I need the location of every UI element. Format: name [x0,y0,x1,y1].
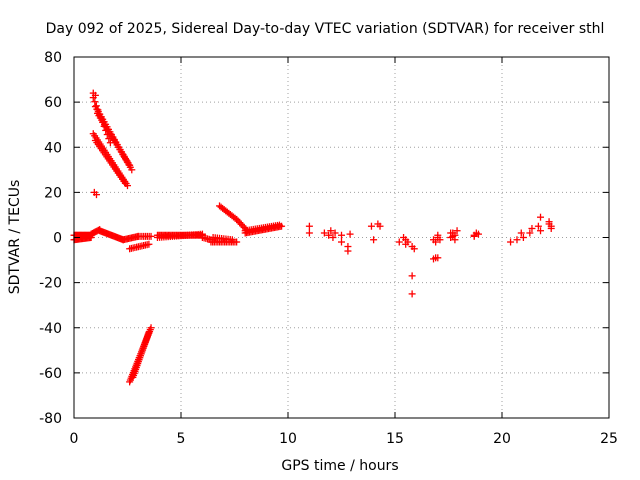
y-tick-label: -40 [39,321,62,337]
data-point [147,324,155,332]
data-point [474,230,482,238]
data-point [534,222,542,230]
y-tick-label: 60 [44,95,62,111]
data-point [233,238,241,246]
data-point [395,238,403,246]
data-point [526,229,534,237]
data-point [434,231,442,239]
x-tick-label: 20 [493,431,511,447]
data-point [92,191,100,199]
data-point [449,232,457,240]
x-tick-label: 10 [279,431,297,447]
axis-ticks [73,56,610,419]
data-point [410,245,418,253]
y-tick-label: -20 [39,276,62,292]
data-point [145,328,153,336]
data-point [402,240,410,248]
x-tick-label: 15 [386,431,404,447]
data-point [370,236,378,244]
data-point [305,222,313,230]
data-point [121,179,129,187]
data-point [513,236,521,244]
data-point [331,229,339,237]
data-point [547,224,555,232]
data-point [234,217,242,225]
data-point [237,220,245,228]
data-point [320,229,328,237]
x-axis-label: GPS time / hours [281,458,398,474]
y-axis-label: SDTVAR / TECUs [7,180,23,295]
y-tick-label: 40 [44,140,62,156]
data-point [305,229,313,237]
y-tick-label: -60 [39,366,62,382]
data-point [436,236,444,244]
data-point [517,229,525,237]
data-point [91,91,99,99]
y-tick-labels: -80 -60 -40 -20 0 20 40 60 80 [39,50,62,427]
data-point [228,236,236,244]
data-point [408,272,416,280]
data-point [528,224,536,232]
data-point [126,161,134,169]
data-point [470,232,478,240]
data-point [537,213,545,221]
data-point [507,238,515,246]
data-point [453,227,461,235]
data-point [430,255,438,263]
x-tick-label: 0 [70,431,79,447]
chart-title: Day 092 of 2025, Sidereal Day-to-day VTE… [46,21,605,37]
data-point [327,227,335,235]
data-point [128,166,136,174]
data-point [329,234,337,241]
y-tick-label: 20 [44,185,62,201]
y-tick-label: 0 [53,231,62,247]
data-point [545,220,553,228]
data-point [236,219,244,227]
data-point [408,290,416,298]
y-tick-label: -80 [39,411,62,427]
data-point [338,238,345,246]
data-point [537,227,545,235]
data-point [346,230,354,238]
data-point [519,234,527,241]
data-point [434,254,442,262]
data-point [338,231,345,239]
data-point [275,221,283,229]
data-point [376,222,384,230]
data-point [233,215,241,223]
data-point [145,240,153,248]
data-point [239,222,247,230]
data-point [325,231,333,239]
x-tick-labels: 0 5 10 15 20 25 [70,431,618,447]
data-point [432,238,440,246]
y-tick-label: 80 [44,50,62,66]
data-point [147,232,155,240]
data-points [70,89,555,386]
data-point [344,247,352,255]
x-tick-label: 5 [177,431,186,447]
data-point [367,222,375,230]
x-tick-label: 25 [600,431,618,447]
